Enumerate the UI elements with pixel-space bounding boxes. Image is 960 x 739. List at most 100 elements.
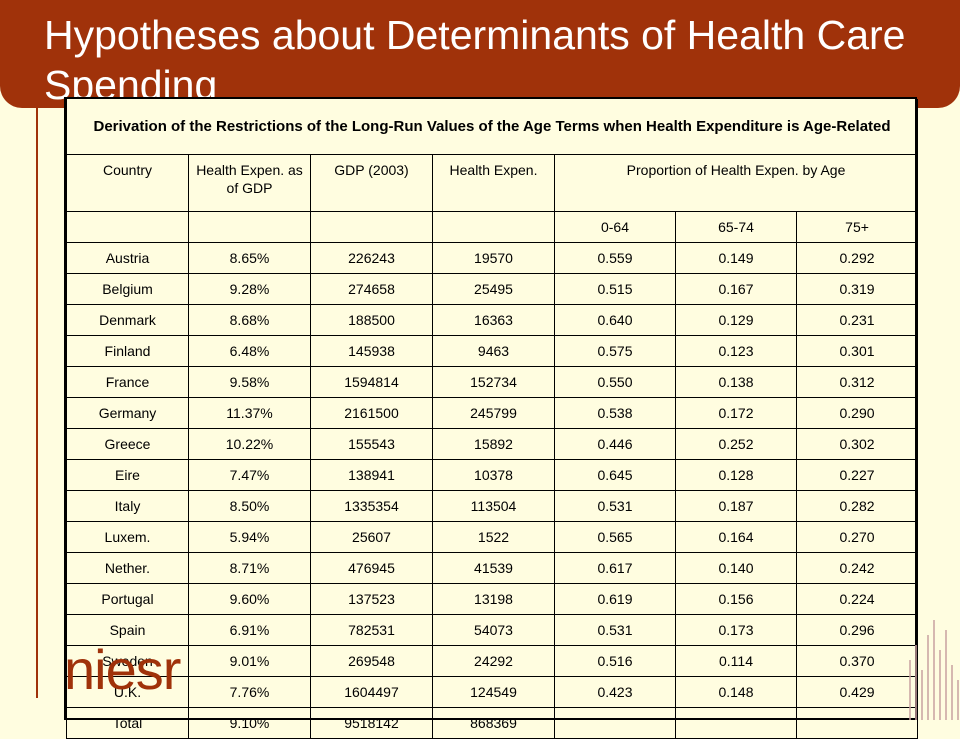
data-table-container: Derivation of the Restrictions of the Lo… <box>64 97 919 739</box>
table-row: Nether. 8.71% 476945 41539 0.617 0.140 0.242 <box>66 552 919 584</box>
subheader-cell <box>188 211 311 243</box>
age-65-74-cell: 0.173 <box>675 614 797 646</box>
age-75-plus-cell: 0.270 <box>795 521 919 553</box>
health-expen-gdp-cell: 8.65% <box>188 242 311 274</box>
health-expen-cell: 19570 <box>432 242 555 274</box>
health-expen-cell: 152734 <box>432 366 555 398</box>
health-expen-gdp-cell: 9.60% <box>188 583 311 615</box>
age-75-plus-cell: 0.242 <box>795 552 919 584</box>
title-band <box>0 0 960 108</box>
gdp-cell: 782531 <box>310 614 433 646</box>
health-expen-gdp-cell: 8.50% <box>188 490 311 522</box>
subheader-cell <box>432 211 555 243</box>
health-expen-cell: 113504 <box>432 490 555 522</box>
age-75-plus-cell: 0.429 <box>795 676 919 708</box>
country-cell: France <box>66 366 189 398</box>
table-row: France 9.58% 1594814 152734 0.550 0.138 0.312 <box>66 366 919 398</box>
age-65-74-cell: 0.138 <box>675 366 797 398</box>
health-expen-cell: 16363 <box>432 304 555 336</box>
health-expen-cell: 868369 <box>432 707 555 739</box>
age-0-64-cell: 0.565 <box>554 521 676 553</box>
age-65-74-cell: 0.149 <box>675 242 797 274</box>
age-75-plus-cell: 0.227 <box>795 459 919 491</box>
age-65-74-cell: 0.129 <box>675 304 797 336</box>
age-0-64-cell: 0.423 <box>554 676 676 708</box>
gdp-cell: 269548 <box>310 645 433 677</box>
health-expen-cell: 10378 <box>432 459 555 491</box>
country-cell: Total <box>66 707 189 739</box>
subheader-age-65-74: 65-74 <box>675 211 797 243</box>
age-75-plus-cell: 0.301 <box>795 335 919 367</box>
health-expen-gdp-cell: 8.68% <box>188 304 311 336</box>
age-65-74-cell: 0.252 <box>675 428 797 460</box>
age-75-plus-cell: 0.292 <box>795 242 919 274</box>
health-expen-cell: 124549 <box>432 676 555 708</box>
table-row: Belgium 9.28% 274658 25495 0.515 0.167 0.319 <box>66 273 919 305</box>
health-expen-cell: 54073 <box>432 614 555 646</box>
header-health-expen-gdp: Health Expen. as of GDP <box>188 154 311 212</box>
age-0-64-cell: 0.531 <box>554 490 676 522</box>
gdp-cell: 188500 <box>310 304 433 336</box>
country-cell: Greece <box>66 428 189 460</box>
subheader-age-75-plus: 75+ <box>795 211 919 243</box>
niesr-logo: niesr <box>64 638 181 701</box>
table-caption: Derivation of the Restrictions of the Lo… <box>65 99 919 155</box>
country-cell: Nether. <box>66 552 189 584</box>
health-expen-gdp-cell: 7.76% <box>188 676 311 708</box>
header-proportion-by-age: Proportion of Health Expen. by Age <box>553 154 919 212</box>
country-cell: Eire <box>66 459 189 491</box>
health-expen-gdp-cell: 6.48% <box>188 335 311 367</box>
table-row: Sweden 9.01% 269548 24292 0.516 0.114 0.370 <box>66 645 919 677</box>
health-expen-gdp-cell: 10.22% <box>188 428 311 460</box>
gdp-cell: 9518142 <box>310 707 433 739</box>
gdp-cell: 137523 <box>310 583 433 615</box>
health-expen-cell: 15892 <box>432 428 555 460</box>
country-cell: Austria <box>66 242 189 274</box>
age-0-64-cell: 0.531 <box>554 614 676 646</box>
age-65-74-cell: 0.114 <box>675 645 797 677</box>
gdp-cell: 1594814 <box>310 366 433 398</box>
table-row: Spain 6.91% 782531 54073 0.531 0.173 0.296 <box>66 614 919 646</box>
health-expen-gdp-cell: 9.01% <box>188 645 311 677</box>
age-0-64-cell: 0.550 <box>554 366 676 398</box>
health-expen-cell: 25495 <box>432 273 555 305</box>
age-75-plus-cell: 0.370 <box>795 645 919 677</box>
health-expen-cell: 41539 <box>432 552 555 584</box>
age-0-64-cell: 0.446 <box>554 428 676 460</box>
subheader-cell <box>310 211 433 243</box>
age-75-plus-cell: 0.282 <box>795 490 919 522</box>
table-row: Total 9.10% 9518142 868369 <box>66 707 919 739</box>
country-cell: Belgium <box>66 273 189 305</box>
gdp-cell: 1604497 <box>310 676 433 708</box>
country-cell: Germany <box>66 397 189 429</box>
decorative-bars-graphic <box>909 620 959 720</box>
age-65-74-cell: 0.172 <box>675 397 797 429</box>
header-health-expen: Health Expen. <box>432 154 555 212</box>
country-cell: Denmark <box>66 304 189 336</box>
gdp-cell: 226243 <box>310 242 433 274</box>
age-65-74-cell <box>675 707 797 739</box>
age-0-64-cell: 0.640 <box>554 304 676 336</box>
age-65-74-cell: 0.123 <box>675 335 797 367</box>
age-0-64-cell: 0.645 <box>554 459 676 491</box>
table-row: Portugal 9.60% 137523 13198 0.619 0.156 0.224 <box>66 583 919 615</box>
age-75-plus-cell: 0.302 <box>795 428 919 460</box>
table-row: U.K. 7.76% 1604497 124549 0.423 0.148 0.429 <box>66 676 919 708</box>
age-65-74-cell: 0.167 <box>675 273 797 305</box>
table-row: Eire 7.47% 138941 10378 0.645 0.128 0.227 <box>66 459 919 491</box>
age-65-74-cell: 0.156 <box>675 583 797 615</box>
age-65-74-cell: 0.140 <box>675 552 797 584</box>
age-0-64-cell: 0.619 <box>554 583 676 615</box>
health-expen-gdp-cell: 5.94% <box>188 521 311 553</box>
health-expen-gdp-cell: 7.47% <box>188 459 311 491</box>
caption-row: Derivation of the Restrictions of the Lo… <box>65 99 919 155</box>
age-65-74-cell: 0.128 <box>675 459 797 491</box>
subheader-age-0-64: 0-64 <box>554 211 676 243</box>
country-cell: Luxem. <box>66 521 189 553</box>
gdp-cell: 145938 <box>310 335 433 367</box>
health-expen-cell: 24292 <box>432 645 555 677</box>
health-expen-cell: 9463 <box>432 335 555 367</box>
header-row: Country Health Expen. as of GDP GDP (200… <box>66 154 919 212</box>
country-cell: Portugal <box>66 583 189 615</box>
subheader-row: 0-64 65-74 75+ <box>66 211 919 243</box>
